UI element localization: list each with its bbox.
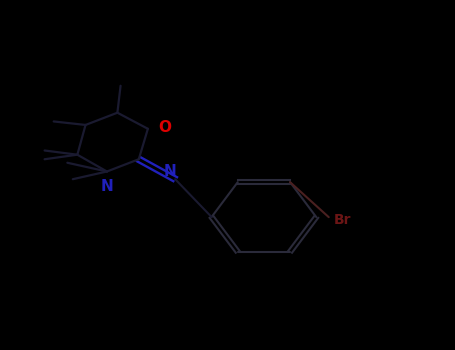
Text: Br: Br	[333, 213, 351, 227]
Text: O: O	[158, 120, 171, 135]
Text: N: N	[101, 179, 113, 194]
Text: N: N	[163, 164, 176, 179]
